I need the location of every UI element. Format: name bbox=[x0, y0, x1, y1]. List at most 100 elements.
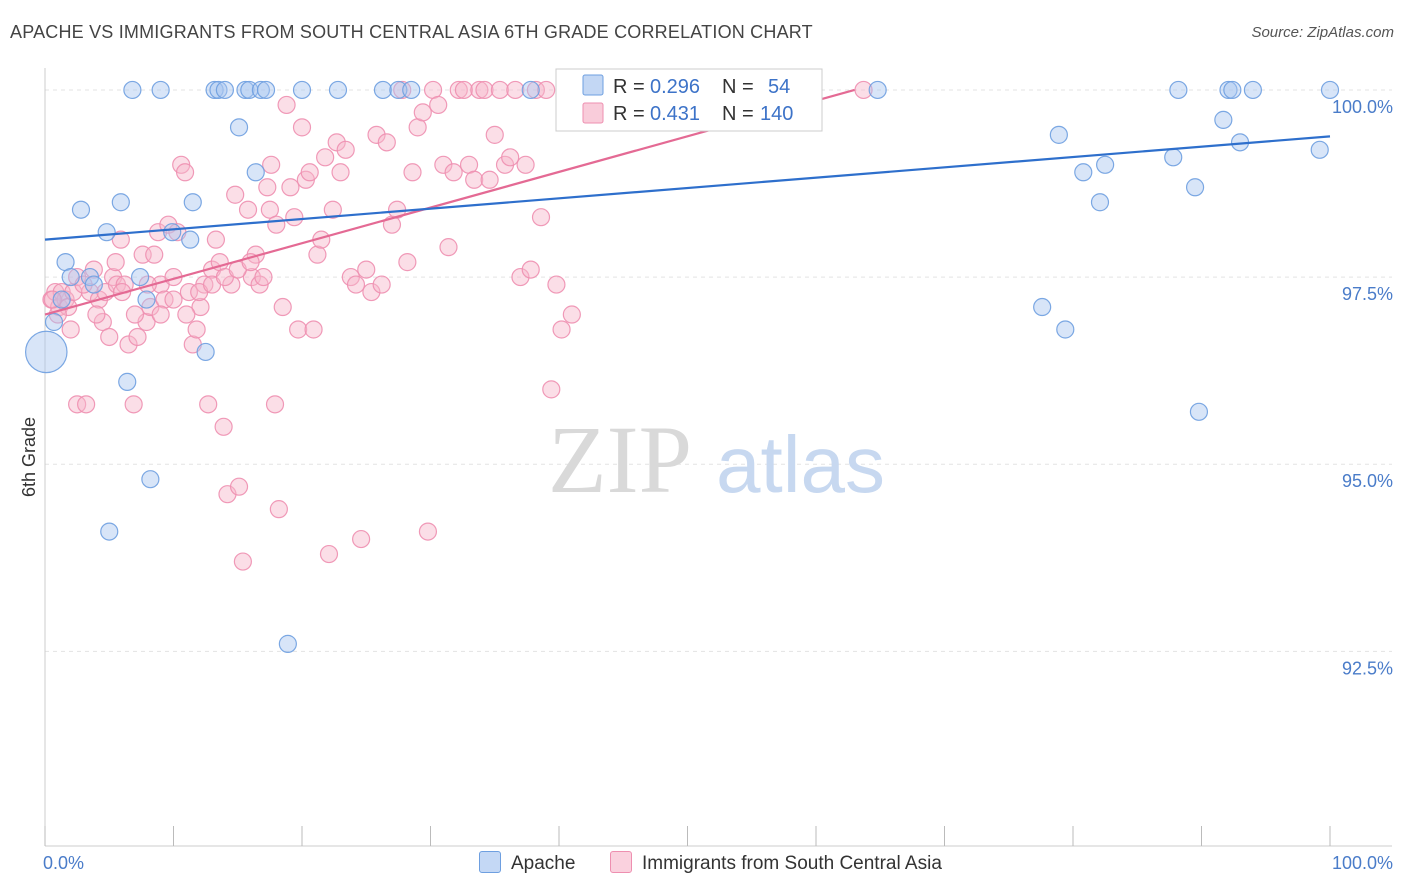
immigrants-point-54 bbox=[254, 267, 273, 287]
apache-point-30 bbox=[278, 634, 297, 653]
immigrants-point-82 bbox=[372, 275, 391, 294]
apache-point-25 bbox=[236, 80, 255, 100]
immigrants-point-96 bbox=[444, 163, 463, 182]
immigrants-point-137 bbox=[854, 80, 873, 100]
bottom-legend-apache-label: Apache bbox=[511, 853, 576, 874]
immigrants-point-60 bbox=[277, 95, 296, 115]
legend-r-label-apache: R = bbox=[613, 76, 645, 98]
apache-point-10 bbox=[111, 193, 130, 212]
immigrants-point-110 bbox=[516, 155, 535, 174]
apache-point-16 bbox=[151, 80, 170, 100]
legend-n-label-immigrants: N = bbox=[722, 103, 754, 125]
watermark-zip: ZIP bbox=[548, 406, 692, 513]
immigrants-point-58 bbox=[269, 500, 288, 519]
immigrants-point-67 bbox=[304, 320, 323, 339]
bottom-legend-apache-swatch bbox=[479, 851, 501, 873]
apache-point-17 bbox=[163, 223, 182, 242]
series-immigrants-points bbox=[42, 80, 873, 571]
bottom-legend-apache: Apache bbox=[479, 851, 575, 875]
apache-point-34 bbox=[389, 80, 408, 100]
immigrants-point-22 bbox=[128, 327, 147, 347]
immigrants-point-116 bbox=[547, 275, 566, 294]
immigrants-point-127 bbox=[151, 305, 170, 324]
immigrants-point-119 bbox=[562, 305, 581, 324]
immigrants-point-40 bbox=[199, 395, 218, 414]
x-tick-labels: 0.0% 100.0% bbox=[43, 853, 1393, 873]
immigrants-point-103 bbox=[480, 170, 499, 189]
series-apache-points bbox=[24, 80, 1340, 653]
immigrants-point-1 bbox=[46, 282, 65, 302]
immigrants-point-98 bbox=[454, 80, 474, 100]
immigrants-point-46 bbox=[222, 275, 241, 294]
x-tick-label-1: 100.0% bbox=[1332, 853, 1393, 873]
immigrants-point-129 bbox=[177, 305, 196, 324]
bottom-legend-immigrants: Immigrants from South Central Asia bbox=[610, 851, 942, 875]
apache-point-20 bbox=[196, 342, 215, 362]
immigrants-point-49 bbox=[233, 552, 252, 571]
y-tick-label-1: 95.0% bbox=[1342, 471, 1393, 491]
apache-point-5 bbox=[71, 200, 91, 219]
immigrants-point-50 bbox=[238, 200, 258, 219]
immigrants-point-72 bbox=[323, 200, 342, 219]
apache-point-50 bbox=[1223, 80, 1242, 100]
immigrants-point-87 bbox=[398, 253, 417, 272]
immigrants-point-62 bbox=[285, 208, 304, 227]
immigrants-point-44 bbox=[214, 417, 233, 436]
immigrants-point-95 bbox=[439, 238, 458, 257]
immigrants-point-115 bbox=[542, 380, 561, 399]
watermark: ZIP atlas bbox=[548, 406, 885, 513]
apache-point-44 bbox=[1164, 148, 1183, 167]
apache-point-15 bbox=[123, 80, 142, 100]
apache-point-19 bbox=[183, 193, 202, 212]
immigrants-point-34 bbox=[175, 163, 195, 182]
apache-point-45 bbox=[1169, 80, 1188, 100]
apache-point-43 bbox=[1096, 155, 1115, 174]
apache-point-31 bbox=[292, 80, 312, 100]
immigrants-point-38 bbox=[191, 297, 210, 317]
source-label: Source: ZipAtlas.com bbox=[1251, 24, 1394, 41]
apache-point-47 bbox=[1189, 402, 1209, 421]
apache-point-14 bbox=[141, 470, 160, 489]
immigrants-point-79 bbox=[357, 260, 376, 279]
immigrants-point-102 bbox=[475, 80, 494, 100]
immigrants-point-83 bbox=[377, 133, 396, 152]
apache-point-12 bbox=[130, 267, 150, 287]
y-axis-label: 6th Grade bbox=[19, 417, 39, 497]
apache-point-38 bbox=[1033, 297, 1052, 317]
immigrants-point-15 bbox=[100, 327, 119, 347]
immigrants-point-135 bbox=[260, 200, 279, 219]
apache-point-48 bbox=[1214, 110, 1233, 129]
immigrants-point-113 bbox=[531, 208, 551, 227]
immigrants-point-18 bbox=[111, 230, 130, 249]
apache-point-36 bbox=[521, 80, 540, 100]
immigrants-point-13 bbox=[93, 312, 112, 332]
immigrants-point-109 bbox=[511, 267, 530, 287]
immigrants-point-78 bbox=[352, 529, 371, 549]
immigrants-point-57 bbox=[265, 395, 285, 414]
immigrants-point-104 bbox=[485, 125, 504, 144]
immigrants-point-122 bbox=[87, 305, 106, 324]
immigrants-point-80 bbox=[362, 282, 381, 302]
immigrants-point-125 bbox=[125, 305, 145, 324]
immigrants-point-81 bbox=[367, 125, 386, 144]
apache-point-37 bbox=[868, 80, 887, 100]
apache-point-21 bbox=[205, 80, 224, 100]
immigrants-point-123 bbox=[106, 253, 125, 272]
apache-point-40 bbox=[1056, 320, 1075, 339]
apache-point-35 bbox=[402, 80, 421, 100]
immigrants-point-26 bbox=[145, 245, 164, 264]
apache-point-46 bbox=[1185, 178, 1205, 197]
bottom-legend-immigrants-swatch bbox=[610, 851, 632, 873]
immigrants-point-120 bbox=[68, 267, 87, 287]
y-tick-label-2: 97.5% bbox=[1342, 284, 1393, 304]
y-tick-label-0: 92.5% bbox=[1342, 658, 1393, 678]
immigrants-point-48 bbox=[229, 477, 249, 496]
apache-point-24 bbox=[229, 118, 249, 137]
immigrants-point-9 bbox=[77, 395, 96, 414]
apache-point-4 bbox=[61, 267, 80, 287]
immigrants-point-100 bbox=[465, 170, 484, 189]
chart-title: APACHE VS IMMIGRANTS FROM SOUTH CENTRAL … bbox=[10, 22, 813, 42]
legend-n-value-apache: 54 bbox=[768, 76, 790, 98]
immigrants-point-66 bbox=[300, 163, 319, 182]
apache-point-49 bbox=[1219, 80, 1238, 100]
